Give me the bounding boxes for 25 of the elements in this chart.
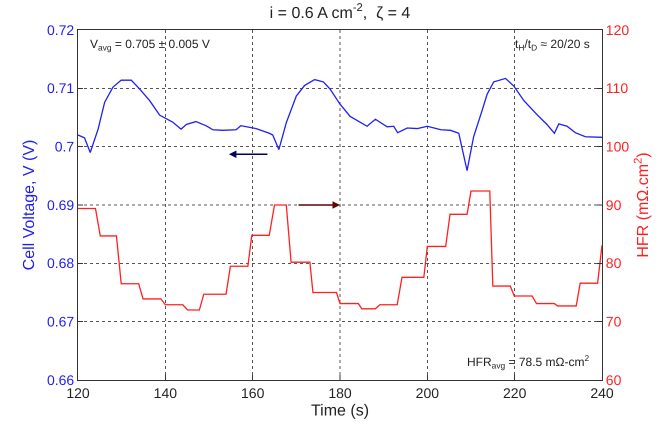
y-tick-label: 0.69 bbox=[46, 196, 74, 213]
annotation: V$_{avg}$ = 0.705 ± 0.005 V bbox=[90, 37, 210, 53]
x-tick-label: 140 bbox=[154, 384, 178, 401]
y2-tick-label: 80 bbox=[606, 255, 622, 272]
x-axis-title: Time (s) bbox=[310, 402, 370, 420]
x-tick-label: 180 bbox=[328, 384, 352, 401]
y-tick-label: 0.67 bbox=[46, 314, 74, 330]
x-tick-label: 220 bbox=[502, 384, 527, 401]
y2-tick-label: 90 bbox=[606, 196, 622, 213]
y-tick-label: 0.72 bbox=[46, 22, 74, 38]
y2-tick-label: 120 bbox=[606, 22, 630, 38]
y-tick-label: 0.68 bbox=[46, 255, 74, 272]
annotation: t$_{H}$/t$_{D}$ ≈ 20/20 s bbox=[515, 37, 590, 53]
y2-tick-label: 110 bbox=[606, 80, 628, 96]
chart-title: i = 0.6 A cm$^{-2}$, ζ = 4 bbox=[270, 2, 410, 22]
y-tick-label: 0.7 bbox=[54, 138, 74, 155]
y2-tick-label: 100 bbox=[606, 138, 630, 155]
line-series bbox=[78, 190, 602, 311]
annotation: HFR$_{avg}$ = 78.5 mΩ-cm$^{2}$ bbox=[467, 353, 590, 371]
line-series bbox=[78, 78, 602, 172]
x-tick-label: 160 bbox=[240, 384, 265, 401]
y-axis-title: Cell Voltage, V (V) bbox=[20, 140, 38, 270]
y-tick-label: 0.71 bbox=[46, 80, 74, 96]
y2-tick-label: 70 bbox=[606, 314, 622, 330]
x-tick-label: 200 bbox=[416, 384, 440, 401]
